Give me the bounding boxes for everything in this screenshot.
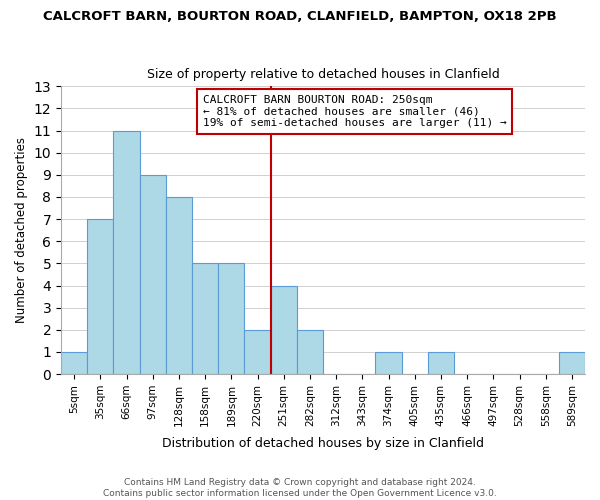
Title: Size of property relative to detached houses in Clanfield: Size of property relative to detached ho… [146,68,499,81]
Bar [87,219,113,374]
Bar [166,197,192,374]
Bar [428,352,454,374]
Bar [244,330,271,374]
Text: CALCROFT BARN BOURTON ROAD: 250sqm
← 81% of detached houses are smaller (46)
19%: CALCROFT BARN BOURTON ROAD: 250sqm ← 81%… [203,95,506,128]
Bar [61,352,87,374]
Bar [297,330,323,374]
Bar [559,352,585,374]
Bar [113,130,140,374]
Y-axis label: Number of detached properties: Number of detached properties [15,137,28,323]
Bar [271,286,297,374]
Bar [140,175,166,374]
Bar [192,264,218,374]
Text: CALCROFT BARN, BOURTON ROAD, CLANFIELD, BAMPTON, OX18 2PB: CALCROFT BARN, BOURTON ROAD, CLANFIELD, … [43,10,557,23]
X-axis label: Distribution of detached houses by size in Clanfield: Distribution of detached houses by size … [162,437,484,450]
Bar [376,352,401,374]
Text: Contains HM Land Registry data © Crown copyright and database right 2024.
Contai: Contains HM Land Registry data © Crown c… [103,478,497,498]
Bar [218,264,244,374]
